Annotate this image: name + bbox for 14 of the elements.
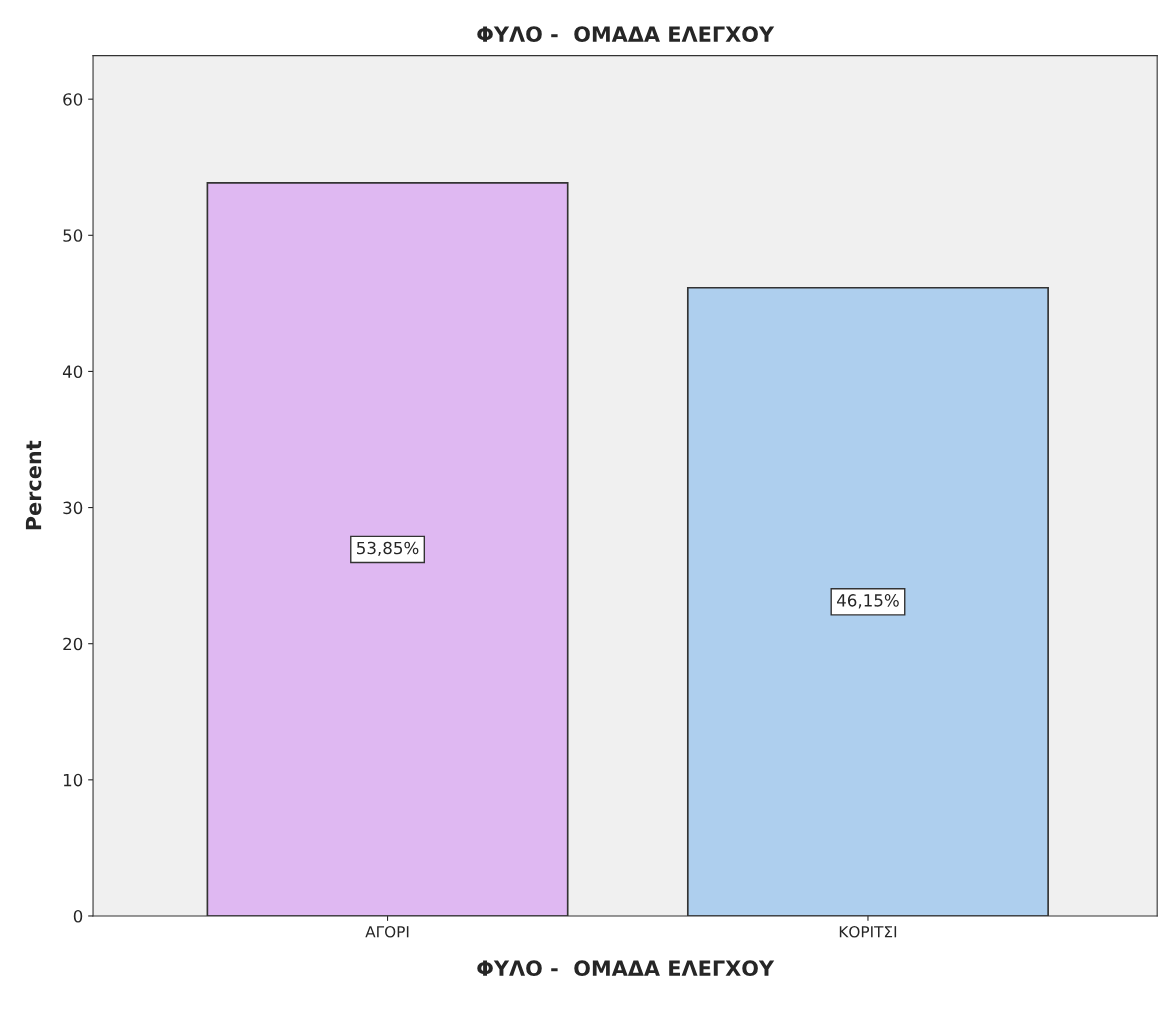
y-tick-label: 20: [63, 637, 83, 651]
y-tick-label: 30: [63, 501, 83, 515]
x-tick-label: ΚΟΡΙΤΣΙ: [839, 925, 897, 938]
y-tick-label: 40: [62, 365, 83, 378]
data-label: 53,85%: [357, 541, 419, 556]
x-axis-title: ΦΥΛΟ - ΟΜΑΔΑ ΕΛΕΓΧΟΥ: [477, 960, 775, 977]
chart-title: ΦΥΛΟ - ΟΜΑΔΑ ΕΛΕΓΧΟΥ: [477, 26, 775, 43]
y-tick-label: 10: [63, 773, 83, 787]
data-label: 46,15%: [837, 594, 899, 609]
y-tick-label: 0: [73, 909, 83, 923]
x-tick-label: ΑΓΟΡΙ: [365, 925, 409, 938]
y-tick-label: 60: [63, 93, 83, 106]
y-axis-title: Percent: [25, 440, 42, 530]
y-tick-label: 50: [63, 229, 83, 242]
